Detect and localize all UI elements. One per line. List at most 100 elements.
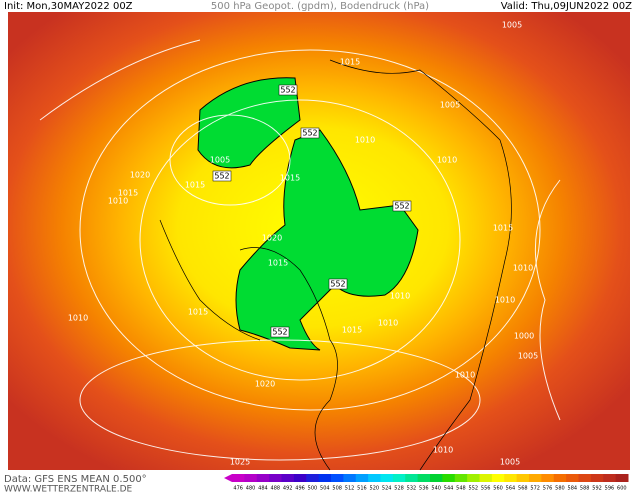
colorbar-swatch [430,474,443,482]
colorbar-swatch [281,474,295,482]
colorbar-label: 568 [518,486,528,492]
colorbar-label: 548 [456,486,466,492]
colorbar-label: 528 [394,486,404,492]
colorbar-label: 552 [469,486,479,492]
map: 552 1015 1005 1005 552 1010 1005 552 1015 1015 102… [8,12,630,471]
colorbar-label: 524 [382,486,392,492]
contour-label: 1020 [130,171,150,180]
contour-label: 1020 [255,380,275,389]
contour-label: 1010 [513,264,533,273]
contour-label: 1000 [514,332,534,341]
colorbar-label: 540 [431,486,441,492]
contour-label: 552 [272,328,287,337]
contour-label: 1015 [340,58,360,67]
contour-label: 1010 [355,136,375,145]
colorbar-swatch [256,474,270,482]
colorbar-swatch [318,474,332,482]
colorbar-swatch [232,474,245,482]
colorbar-swatch [491,474,505,482]
colorbar-label: 520 [370,486,380,492]
label-box [328,278,348,290]
colorbar-label: 576 [543,486,553,492]
contour-label: 552 [302,129,317,138]
colorbar-label: 536 [419,486,429,492]
colorbar-label: 556 [481,486,491,492]
isobars [39,39,561,461]
contour-label: 1015 [280,174,300,183]
colorbar-swatch [566,474,579,482]
colorbar-swatch [553,474,567,482]
colorbar-label: 584 [568,486,578,492]
colorbar-swatch [603,474,617,482]
colorbar-arrow-left [224,474,232,482]
contour-label: 1010 [108,197,128,206]
colorbar-swatch [590,474,604,482]
colorbar-swatch [405,474,419,482]
contour-label: 1005 [502,21,522,30]
colorbar-label: 560 [493,486,503,492]
colorbar-label: 476 [233,486,243,492]
colorbar-swatch [368,474,381,482]
colorbar-label: 532 [407,486,417,492]
colorbar-label: 512 [345,486,355,492]
contour-label: 552 [214,172,229,181]
colorbar-label: 588 [580,486,590,492]
colorbar-swatch [269,474,282,482]
contour-label: 1005 [500,458,520,467]
height-552-area [235,129,419,351]
contour-label: 1010 [68,314,88,323]
colorbar-swatch [504,474,518,482]
contour-label: 1010 [495,296,515,305]
colorbar-swatch [417,474,431,482]
contour-label: 1010 [378,319,398,328]
data-source: Data: GFS ENS MEAN 0.500° [4,474,147,485]
contour-label: 1010 [433,446,453,455]
colorbar-label: 500 [308,486,318,492]
colorbar-swatch [479,474,493,482]
contour-label: 1015 [342,326,362,335]
colorbar-label: 596 [605,486,615,492]
colorbar-label: 504 [320,486,330,492]
contour-label: 1015 [268,259,288,268]
contour-label: 1025 [230,458,250,467]
colorbar-swatch [516,474,530,482]
colorbar-label: 480 [246,486,256,492]
contour-label: 1015 [188,308,208,317]
contour-label: 1005 [518,352,538,361]
coastlines [159,59,512,471]
colorbar-label: 600 [617,486,627,492]
contour-label: 1010 [455,371,475,380]
colorbar-swatch [380,474,394,482]
colorbar-swatch [293,474,307,482]
height-552-area [197,77,301,169]
colorbar-swatch [529,474,542,482]
colorbar-label: 488 [271,486,281,492]
colorbar-swatch [467,474,480,482]
label-box [300,127,320,139]
contour-label: 552 [280,86,295,95]
contour-labels: 552 1015 1005 1005 552 1010 1005 552 1015 1015 102… [68,21,538,467]
colorbar-swatch [615,474,629,482]
contour-label: 1010 [437,156,457,165]
website: WWW.WETTERZENTRALE.DE [4,485,133,495]
map-title: 500 hPa Geopot. (gpdm), Bodendruck (hPa) [211,1,429,12]
colorbar-swatch [244,474,258,482]
colorbar-label: 544 [444,486,454,492]
colorbar-swatch [306,474,320,482]
colorbar-label: 496 [295,486,305,492]
colorbar-label: 580 [555,486,565,492]
contour-label: 1020 [262,234,282,243]
contour-label: 1005 [440,101,460,110]
contour-label: 552 [330,280,345,289]
colorbar-swatch [442,474,456,482]
colorbar-swatch [578,474,592,482]
colorbar-swatch [343,474,357,482]
valid-time: Valid: Thu,09JUN2022 00Z [501,1,632,12]
colorbar-label: 564 [506,486,516,492]
contour-label: 1015 [493,224,513,233]
colorbar-label: 516 [357,486,367,492]
contour-label: 1015 [118,189,138,198]
contour-label: 552 [394,202,409,211]
colorbar-label: 492 [283,486,293,492]
